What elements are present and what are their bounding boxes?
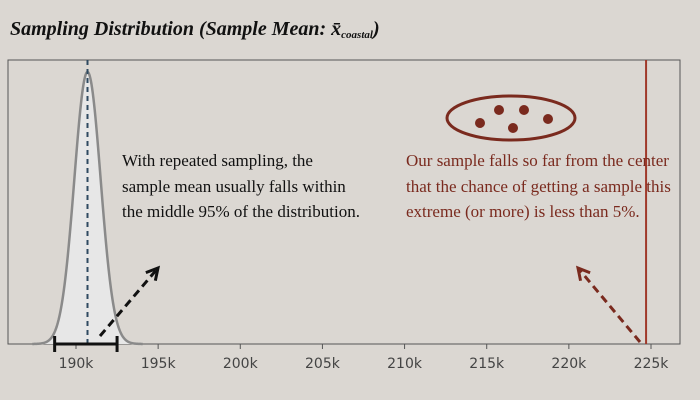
x-tick-label: 195k	[141, 356, 177, 372]
sample-ellipse	[445, 94, 577, 142]
arrow-right-shaft	[576, 267, 642, 343]
sample-dot	[543, 114, 553, 124]
sample-dot	[508, 123, 518, 133]
sample-dot	[519, 105, 529, 115]
x-tick-label: 190k	[59, 356, 95, 372]
x-tick-label: 205k	[305, 356, 341, 372]
arrow-left-head	[145, 265, 161, 282]
title-close: )	[372, 18, 380, 40]
plot-frame	[7, 59, 681, 345]
title-symbol: x̄	[331, 18, 342, 40]
annotation-right: Our sample falls so far from the center …	[406, 151, 671, 221]
chart-title: Sampling Distribution (Sample Mean: x̄co…	[10, 18, 380, 41]
annotation-left: With repeated sampling, the sample mean …	[122, 151, 360, 221]
x-tick-label: 215k	[469, 356, 505, 372]
sample-dot	[475, 118, 485, 128]
arrow-right-head	[575, 265, 591, 282]
x-tick-label: 225k	[634, 356, 670, 372]
arrow-left-shaft	[98, 267, 160, 337]
x-tick-label: 200k	[223, 356, 259, 372]
title-text: Sampling Distribution (Sample Mean:	[10, 18, 332, 40]
title-subscript: coastal	[341, 29, 373, 41]
x-tick-label: 210k	[387, 356, 423, 372]
x-tick-label: 220k	[551, 356, 587, 372]
sample-dot	[494, 105, 504, 115]
